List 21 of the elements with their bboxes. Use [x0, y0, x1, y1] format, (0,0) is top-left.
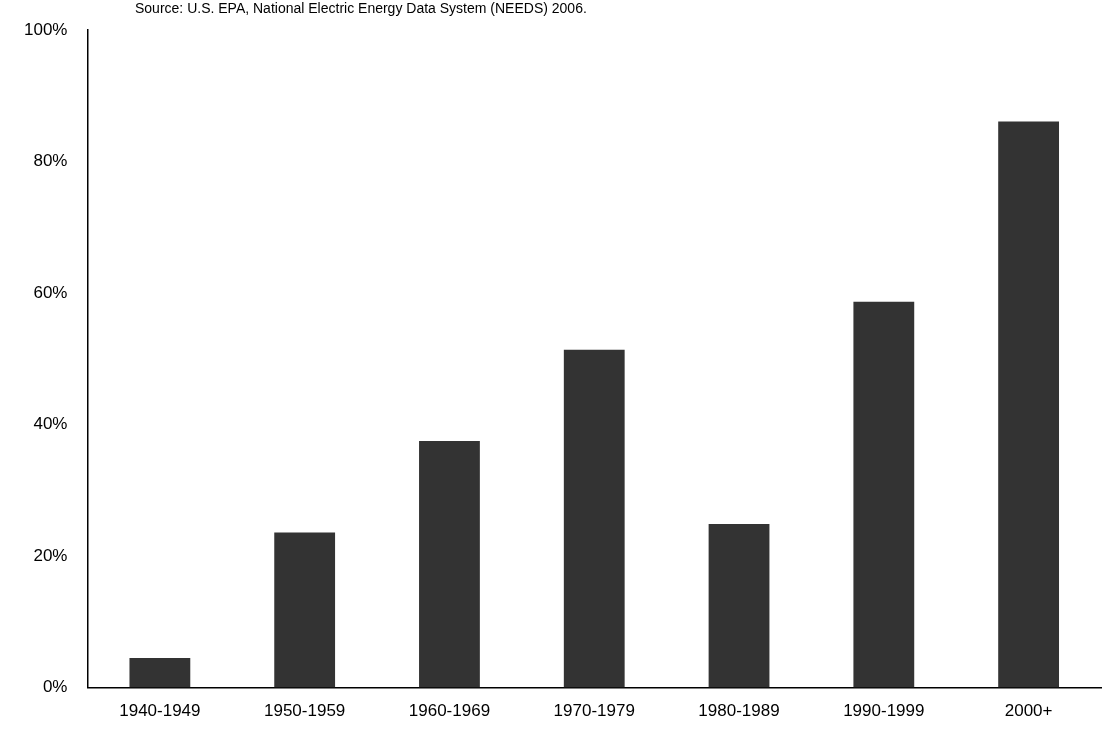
x-tick-label: 1970-1979 — [553, 701, 635, 721]
x-tick-label: 1940-1949 — [119, 701, 201, 721]
x-tick-label: 1950-1959 — [264, 701, 346, 721]
bar — [708, 523, 770, 688]
bar — [274, 532, 336, 688]
y-tick-label: 60% — [33, 282, 68, 302]
y-tick-label: 80% — [33, 151, 68, 171]
bar — [563, 349, 625, 688]
bar — [129, 658, 191, 688]
y-tick-label: 40% — [33, 414, 68, 434]
bar — [419, 441, 480, 688]
x-tick-label: 2000+ — [1004, 701, 1053, 721]
source-note: Source: U.S. EPA, National Electric Energy Data System (NEEDS) 2006. — [135, 0, 587, 16]
y-tick-label: 0% — [42, 677, 68, 697]
x-tick-label: 1990-1999 — [843, 701, 925, 721]
bar — [853, 301, 915, 688]
y-tick-label: 20% — [33, 545, 68, 565]
y-tick-label: 100% — [24, 19, 68, 39]
x-tick-label: 1980-1989 — [698, 701, 780, 721]
bar — [998, 121, 1060, 688]
x-tick-label: 1960-1969 — [408, 701, 491, 721]
